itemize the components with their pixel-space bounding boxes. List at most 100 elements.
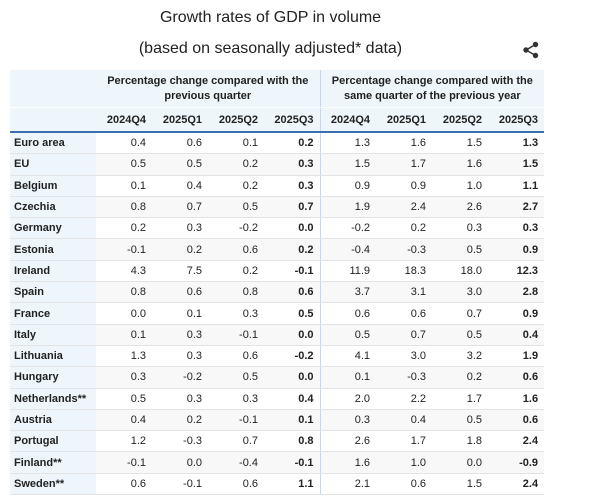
annual-change-cell: 0.1 (319, 366, 377, 389)
annual-change-cell: 3.0 (376, 345, 433, 368)
quarter-change-cell: 0.1 (96, 175, 152, 197)
header-quarter: 2025Q3 (488, 107, 545, 133)
quarter-change-cell: 1.1 (264, 473, 321, 496)
quarter-change-cell: 0.5 (208, 366, 264, 389)
annual-change-cell: 1.1 (488, 175, 545, 197)
quarter-change-cell: 0.7 (208, 430, 264, 453)
annual-change-cell: 1.5 (432, 473, 489, 496)
annual-change-cell: 3.2 (432, 345, 489, 368)
table-row: Spain 0.8 0.6 0.8 0.6 3.7 3.1 3.0 2.8 (10, 281, 545, 304)
country-name: Austria (10, 409, 96, 432)
header-quarter: 2024Q4 (96, 107, 152, 133)
header-previous-quarter: Percentage change compared with the prev… (96, 70, 321, 108)
annual-change-cell: 1.9 (319, 196, 377, 219)
country-name: France (10, 302, 96, 325)
quarter-change-cell: 0.1 (208, 132, 264, 155)
quarter-change-cell: 0.2 (264, 132, 321, 155)
annual-change-cell: 1.3 (319, 132, 377, 155)
quarter-change-cell: -0.3 (152, 430, 208, 453)
table-row: Lithuania 1.3 0.3 0.6 -0.2 4.1 3.0 3.2 1.9 (10, 345, 545, 368)
annual-change-cell: 0.5 (319, 324, 377, 346)
page-subtitle: (based on seasonally adjusted* data) (138, 40, 403, 57)
annual-change-cell: 0.6 (376, 473, 433, 496)
annual-change-cell: 0.6 (488, 366, 545, 389)
country-name: Italy (10, 324, 96, 346)
quarter-change-cell: -0.2 (208, 217, 264, 240)
table-row: France 0.0 0.1 0.3 0.5 0.6 0.6 0.7 0.9 (10, 302, 545, 325)
country-name: Portugal (10, 430, 96, 453)
quarter-change-cell: 0.3 (152, 217, 208, 240)
quarter-change-cell: 0.0 (152, 451, 208, 474)
annual-change-cell: 0.5 (432, 324, 489, 346)
annual-change-cell: 2.4 (488, 473, 545, 496)
quarter-change-cell: 0.6 (208, 345, 264, 368)
quarter-change-cell: 0.6 (208, 473, 264, 496)
country-name: Sweden** (10, 473, 96, 496)
annual-change-cell: 0.4 (376, 409, 433, 432)
table-row: Belgium 0.1 0.4 0.2 0.3 0.9 0.9 1.0 1.1 (10, 175, 545, 197)
quarter-change-cell: 0.3 (208, 302, 264, 325)
annual-change-cell: 0.3 (432, 217, 489, 240)
quarter-change-cell: 0.1 (264, 409, 321, 432)
annual-change-cell: 1.7 (376, 430, 433, 453)
annual-change-cell: 0.3 (319, 409, 377, 432)
annual-change-cell: 0.4 (488, 324, 545, 346)
quarter-change-cell: 0.2 (96, 217, 152, 240)
country-name: Germany (10, 217, 96, 240)
table-row: Portugal 1.2 -0.3 0.7 0.8 2.6 1.7 1.8 2.4 (10, 430, 545, 453)
country-name: Lithuania (10, 345, 96, 368)
annual-change-cell: 3.1 (376, 281, 433, 304)
annual-change-cell: 3.0 (432, 281, 489, 304)
annual-change-cell: 0.3 (488, 217, 545, 240)
quarter-change-cell: -0.1 (264, 451, 321, 474)
annual-change-cell: 2.4 (488, 430, 545, 453)
quarter-change-cell: 0.3 (152, 388, 208, 410)
quarter-change-cell: 1.3 (96, 345, 152, 368)
annual-change-cell: 1.0 (432, 175, 489, 197)
annual-change-cell: -0.3 (376, 366, 433, 389)
quarter-change-cell: 0.0 (264, 366, 321, 389)
header-quarter: 2024Q4 (319, 107, 377, 133)
annual-change-cell: 1.5 (319, 153, 377, 176)
header-quarter: 2025Q2 (208, 107, 264, 133)
share-icon[interactable] (522, 41, 540, 59)
header-corner (10, 70, 96, 108)
quarter-change-cell: 0.8 (96, 196, 152, 219)
country-name: Czechia (10, 196, 96, 219)
header-quarter: 2025Q1 (376, 107, 433, 133)
annual-change-cell: 3.7 (319, 281, 377, 304)
quarter-change-cell: 0.5 (152, 153, 208, 176)
quarter-change-cell: 0.3 (152, 324, 208, 346)
header-country (10, 107, 96, 133)
quarter-change-cell: 0.4 (96, 409, 152, 432)
header-quarter: 2025Q1 (152, 107, 208, 133)
quarter-change-cell: 1.2 (96, 430, 152, 453)
annual-change-cell: 1.7 (432, 388, 489, 410)
quarter-change-cell: 0.7 (264, 196, 321, 219)
quarter-change-cell: 0.6 (152, 132, 208, 155)
quarter-change-cell: 0.0 (264, 217, 321, 240)
quarter-change-cell: -0.4 (208, 451, 264, 474)
quarter-change-cell: -0.1 (96, 238, 152, 261)
quarter-change-cell: 0.2 (152, 409, 208, 432)
quarter-change-cell: 0.6 (96, 473, 152, 496)
page-title: Growth rates of GDP in volume (159, 9, 382, 26)
annual-change-cell: 0.9 (488, 302, 545, 325)
gdp-table: Percentage change compared with the prev… (10, 70, 545, 496)
header-quarter: 2025Q2 (432, 107, 489, 133)
annual-change-cell: 0.2 (376, 217, 433, 240)
table-row: Netherlands** 0.5 0.3 0.3 0.4 2.0 2.2 1.7 1.6 (10, 388, 545, 410)
table-row: Czechia 0.8 0.7 0.5 0.7 1.9 2.4 2.6 2.7 (10, 196, 545, 219)
annual-change-cell: 18.0 (432, 260, 489, 283)
annual-change-cell: 2.1 (319, 473, 377, 496)
quarter-change-cell: 0.3 (264, 175, 321, 197)
quarter-change-cell: 0.1 (152, 302, 208, 325)
annual-change-cell: 1.6 (376, 132, 433, 155)
quarter-change-cell: 0.6 (152, 281, 208, 304)
table-row: Estonia -0.1 0.2 0.6 0.2 -0.4 -0.3 0.5 0.9 (10, 238, 545, 261)
quarter-change-cell: -0.1 (152, 473, 208, 496)
quarter-change-cell: 0.3 (264, 153, 321, 176)
quarter-change-cell: -0.2 (152, 366, 208, 389)
annual-change-cell: 2.8 (488, 281, 545, 304)
quarter-change-cell: 0.2 (152, 238, 208, 261)
